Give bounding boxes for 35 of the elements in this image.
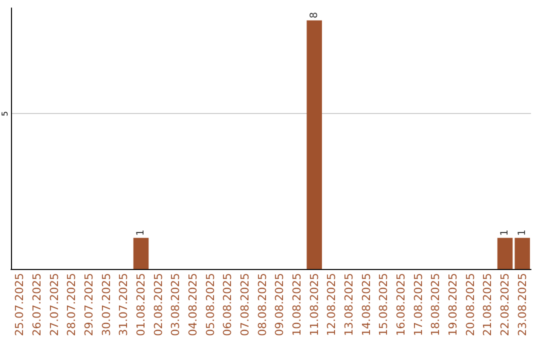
data-label: 1 — [516, 230, 528, 236]
x-tick-label: 27.07.2025 — [48, 273, 61, 336]
data-label: 1 — [136, 230, 146, 236]
x-tick-label: 31.07.2025 — [117, 273, 130, 336]
x-tick-label: 18.08.2025 — [429, 273, 442, 336]
x-tick-label: 11.08.2025 — [308, 273, 321, 336]
x-tick-label: 07.08.2025 — [238, 273, 252, 336]
y-tick-label: 5 — [0, 111, 10, 116]
x-tick-label: 30.07.2025 — [100, 273, 113, 336]
x-tick-label: 15.08.2025 — [377, 273, 390, 336]
x-tick-label: 12.08.2025 — [325, 273, 338, 336]
x-tick-label: 04.08.2025 — [186, 273, 200, 336]
x-tick-label: 26.07.2025 — [30, 273, 44, 336]
x-tick-label: 17.08.2025 — [412, 273, 425, 336]
x-tick-label: 14.08.2025 — [360, 273, 373, 336]
x-tick-label: 22.08.2025 — [498, 273, 512, 336]
x-tick-label: 03.08.2025 — [169, 273, 182, 336]
x-tick-label: 21.08.2025 — [481, 273, 494, 336]
x-tick-label: 09.08.2025 — [273, 273, 286, 336]
x-tick-label: 10.08.2025 — [290, 273, 304, 336]
x-tick-label: 13.08.2025 — [342, 273, 356, 336]
x-tick-label: 16.08.2025 — [394, 273, 408, 336]
x-tick-label: 06.08.2025 — [221, 273, 234, 336]
x-tick-label: 19.08.2025 — [446, 273, 460, 336]
data-label: 8 — [308, 12, 320, 18]
x-tick-label: 08.08.2025 — [256, 273, 269, 336]
x-tick-label: 29.07.2025 — [82, 273, 96, 336]
x-tick-label: 01.08.2025 — [134, 273, 148, 336]
x-tick-label: 25.07.2025 — [13, 273, 26, 336]
x-tick-label: 28.07.2025 — [65, 273, 78, 336]
x-tick-label: 23.08.2025 — [516, 273, 529, 336]
x-tick-label: 05.08.2025 — [204, 273, 217, 336]
x-tick-label: 20.08.2025 — [464, 273, 477, 336]
x-tick-label: 02.08.2025 — [152, 273, 165, 336]
data-label: 1 — [500, 230, 510, 236]
